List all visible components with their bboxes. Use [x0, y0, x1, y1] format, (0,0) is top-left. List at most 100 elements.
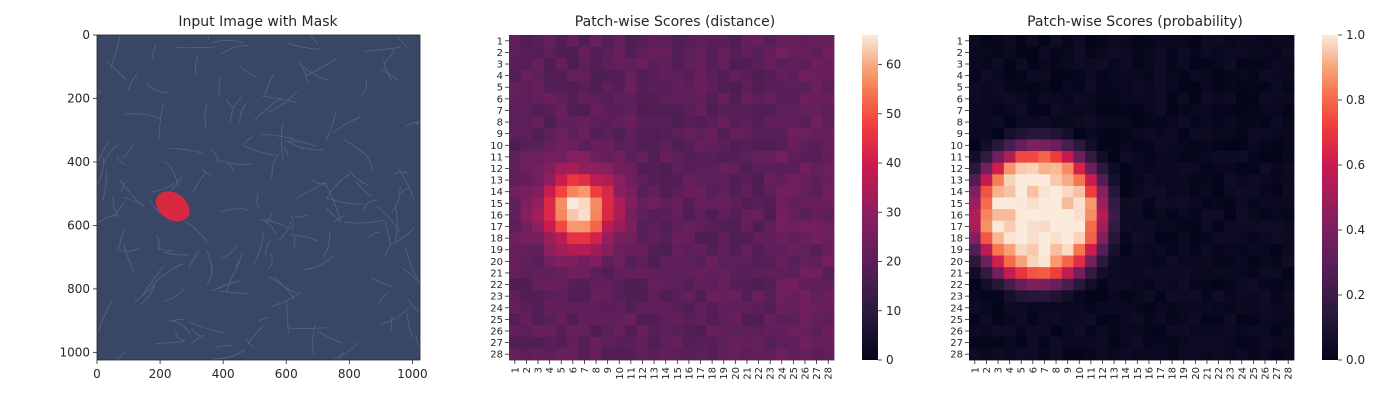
heatmap-cell — [980, 127, 993, 140]
heatmap-cell — [1166, 116, 1179, 129]
heatmap-cell — [659, 336, 672, 349]
heatmap-cell — [1119, 185, 1132, 198]
heatmap-cell — [1224, 35, 1237, 48]
heatmap-cell — [567, 290, 580, 303]
heatmap-cell — [810, 185, 823, 198]
heatmap-cell — [648, 232, 661, 245]
heatmap-cell — [980, 220, 993, 233]
heatmap-cell — [775, 81, 788, 94]
heatmap-cell — [1247, 174, 1260, 187]
heatmap-cell — [578, 127, 591, 140]
heatmap-cell — [648, 58, 661, 71]
heatmap-cell — [520, 336, 533, 349]
heatmap-cell — [969, 35, 982, 48]
heatmap-cell — [1096, 35, 1109, 48]
heatmap-cell — [1119, 127, 1132, 140]
heatmap-cell — [1247, 290, 1260, 303]
image-y-tick-label: 600 — [67, 218, 90, 232]
heatmap-cell — [636, 220, 649, 233]
heatmap-cell — [810, 255, 823, 268]
heatmap-cell — [1027, 197, 1040, 210]
heatmap-cell — [787, 81, 800, 94]
heatmap-cell — [1270, 336, 1283, 349]
heatmap-cell — [810, 243, 823, 256]
heatmap-cell — [1235, 220, 1248, 233]
heatmap-y-tick-label: 24 — [950, 303, 963, 314]
heatmap-cell — [648, 139, 661, 152]
heatmap-x-tick-label: 1 — [970, 367, 981, 373]
heatmap-cell — [1073, 81, 1086, 94]
heatmap-cell — [613, 185, 626, 198]
heatmap-cell — [567, 243, 580, 256]
image-y-tick-label: 0 — [82, 28, 90, 42]
heatmap-cell — [1073, 255, 1086, 268]
heatmap-cell — [1259, 197, 1272, 210]
heatmap-cell — [578, 35, 591, 48]
heatmap-cell — [787, 301, 800, 314]
heatmap-cell — [648, 162, 661, 175]
heatmap-cell — [1085, 255, 1098, 268]
heatmap-cell — [671, 127, 684, 140]
heatmap-cell — [717, 209, 730, 222]
heatmap-cell — [1259, 69, 1272, 82]
probability-x-ticks: 1 2 3 4 5 6 7 8 9 10 11 12 13 14 15 16 17 18 19 20 21 22 23 24 2… — [970, 360, 1295, 380]
heatmap-cell — [509, 139, 522, 152]
heatmap-cell — [1154, 313, 1167, 326]
heatmap-cell — [1177, 93, 1190, 106]
heatmap-cell — [741, 162, 754, 175]
heatmap-cell — [729, 69, 742, 82]
heatmap-cell — [1235, 58, 1248, 71]
heatmap-cell — [1003, 58, 1016, 71]
heatmap-cell — [1282, 197, 1295, 210]
heatmap-cell — [659, 139, 672, 152]
heatmap-cell — [787, 325, 800, 338]
heatmap-cell — [1108, 151, 1121, 164]
colorbar-tick-label: 50 — [886, 107, 901, 121]
heatmap-cell — [590, 35, 603, 48]
heatmap-cell — [1038, 255, 1051, 268]
heatmap-y-tick-label: 8 — [957, 118, 963, 129]
heatmap-cell — [969, 46, 982, 59]
heatmap-cell — [980, 174, 993, 187]
heatmap-cell — [671, 104, 684, 117]
heatmap-cell — [694, 81, 707, 94]
heatmap-cell — [969, 81, 982, 94]
heatmap-cell — [671, 243, 684, 256]
heatmap-cell — [1282, 255, 1295, 268]
heatmap-cell — [1259, 81, 1272, 94]
heatmap-cell — [1247, 58, 1260, 71]
heatmap-cell — [1224, 81, 1237, 94]
heatmap-cell — [1061, 255, 1074, 268]
heatmap-cell — [567, 58, 580, 71]
heatmap-x-tick-label: 24 — [1237, 367, 1248, 380]
heatmap-cell — [1096, 151, 1109, 164]
heatmap-cell — [1189, 162, 1202, 175]
heatmap-cell — [799, 220, 812, 233]
heatmap-cell — [1177, 162, 1190, 175]
heatmap-cell — [1224, 290, 1237, 303]
heatmap-cell — [1282, 243, 1295, 256]
heatmap-cell — [532, 336, 545, 349]
heatmap-x-tick-label: 9 — [603, 367, 614, 373]
heatmap-cell — [1073, 139, 1086, 152]
heatmap-cell — [1015, 290, 1028, 303]
heatmap-cell — [729, 93, 742, 106]
heatmap-cell — [787, 243, 800, 256]
heatmap-cell — [1027, 220, 1040, 233]
heatmap-cell — [1119, 336, 1132, 349]
heatmap-cell — [1201, 58, 1214, 71]
heatmap-cell — [764, 81, 777, 94]
heatmap-cell — [1212, 104, 1225, 117]
heatmap-cell — [625, 336, 638, 349]
heatmap-cell — [992, 93, 1005, 106]
heatmap-cell — [1259, 162, 1272, 175]
heatmap-cell — [578, 209, 591, 222]
heatmap-cell — [590, 104, 603, 117]
heatmap-cell — [1201, 104, 1214, 117]
heatmap-cell — [1201, 151, 1214, 164]
heatmap-cell — [1154, 162, 1167, 175]
heatmap-cell — [555, 185, 568, 198]
heatmap-cell — [1119, 232, 1132, 245]
heatmap-cell — [648, 290, 661, 303]
heatmap-cell — [1270, 151, 1283, 164]
